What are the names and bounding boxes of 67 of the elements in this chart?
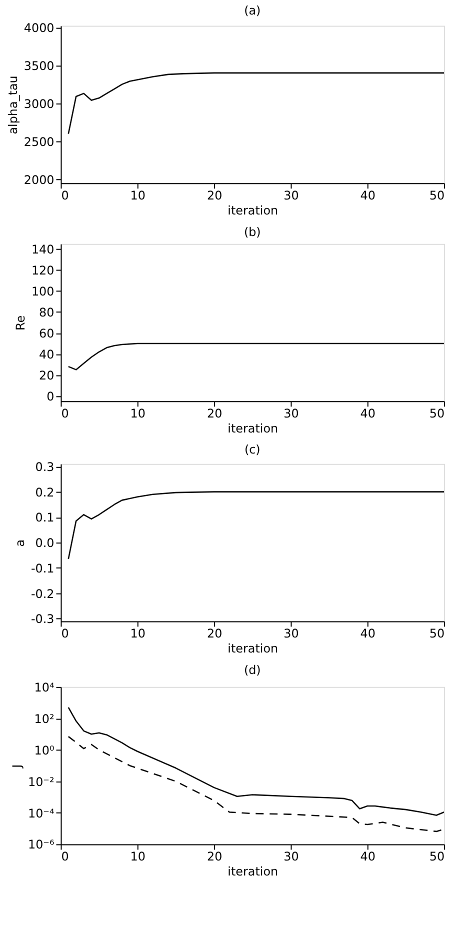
x-tick-label: 30 xyxy=(284,626,299,641)
y-tick-label: 40 xyxy=(39,347,54,362)
y-tick-label: 10⁰ xyxy=(34,743,54,758)
x-tick-label: 50 xyxy=(429,406,445,421)
y-tick-label: 100 xyxy=(31,284,54,299)
x-tick-label: 20 xyxy=(206,406,222,421)
x-tick-label: 20 xyxy=(206,626,222,641)
y-tick-label: 80 xyxy=(39,306,54,320)
y-tick-label: -0.3 xyxy=(30,612,54,626)
line-series xyxy=(68,491,444,560)
y-tick-label: 10² xyxy=(34,712,54,726)
y-tick-label: 0.0 xyxy=(35,536,54,550)
chart-title: (a) xyxy=(244,3,261,18)
y-axis-title: Re xyxy=(13,315,28,331)
y-tick-label: -0.1 xyxy=(30,561,54,576)
x-axis-title: iteration xyxy=(228,422,278,436)
chart-title: (b) xyxy=(244,225,261,240)
x-tick-label: 50 xyxy=(429,188,445,203)
x-tick-label: 20 xyxy=(206,188,222,203)
x-tick-label: 40 xyxy=(360,626,376,641)
x-tick-label: 10 xyxy=(130,626,146,641)
x-tick-label: 40 xyxy=(360,850,376,864)
y-tick-label: 10⁻² xyxy=(28,774,54,789)
line-series xyxy=(68,342,444,370)
y-tick-label: 2000 xyxy=(24,172,54,187)
line-series xyxy=(68,706,444,816)
y-tick-label: 60 xyxy=(39,326,54,340)
x-tick-label: 10 xyxy=(130,188,146,203)
x-tick-label: 0 xyxy=(61,188,69,203)
y-tick-label: 0.1 xyxy=(35,510,54,525)
x-tick-label: 10 xyxy=(130,406,146,421)
y-tick-label: 0 xyxy=(46,389,54,404)
y-axis-title: J xyxy=(10,764,24,769)
y-tick-label: 4000 xyxy=(24,20,54,35)
x-tick-label: 30 xyxy=(284,188,299,203)
line-series xyxy=(68,72,444,134)
chart-title: (d) xyxy=(244,662,261,677)
x-tick-label: 50 xyxy=(429,850,445,864)
y-axis-title: a xyxy=(12,539,27,547)
y-tick-label: 3500 xyxy=(24,58,54,73)
x-tick-label: 40 xyxy=(360,188,376,203)
x-tick-label: 10 xyxy=(130,850,146,864)
x-tick-label: 30 xyxy=(284,406,299,421)
y-axis-title: alpha_tau xyxy=(6,76,20,134)
x-tick-label: 30 xyxy=(284,850,299,864)
y-tick-label: 0.2 xyxy=(35,485,54,500)
y-tick-label: 3000 xyxy=(24,96,54,111)
x-tick-label: 40 xyxy=(360,406,376,421)
y-tick-label: 2500 xyxy=(24,134,54,149)
y-tick-label: 140 xyxy=(31,242,54,257)
x-axis-title: iteration xyxy=(228,864,278,879)
y-tick-label: 10⁻⁶ xyxy=(28,838,54,852)
y-tick-label: 10⁴ xyxy=(34,680,54,694)
x-axis-title: iteration xyxy=(228,642,278,656)
y-tick-label: 120 xyxy=(31,264,54,278)
y-tick-label: -0.2 xyxy=(30,586,54,601)
x-tick-label: 0 xyxy=(61,626,69,641)
x-tick-label: 0 xyxy=(61,850,69,864)
x-tick-label: 0 xyxy=(61,406,69,421)
x-axis-title: iteration xyxy=(228,203,278,218)
x-tick-label: 20 xyxy=(206,850,222,864)
chart-title: (c) xyxy=(244,442,260,456)
y-tick-label: 10⁻⁴ xyxy=(28,806,54,820)
y-tick-label: 20 xyxy=(39,368,54,382)
x-tick-label: 50 xyxy=(429,626,445,641)
line-series xyxy=(68,736,444,832)
y-tick-label: 0.3 xyxy=(35,460,54,474)
